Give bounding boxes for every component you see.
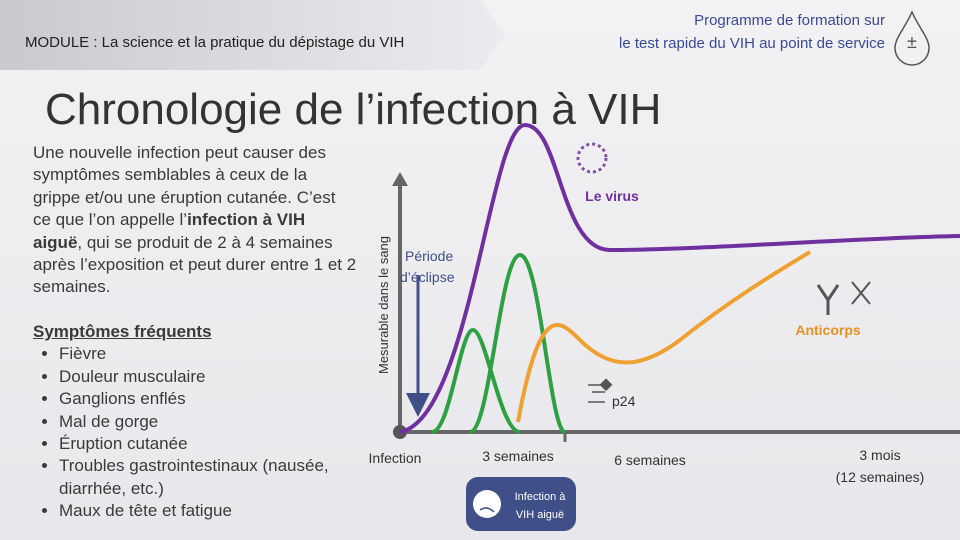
time-label: Infection	[369, 450, 422, 466]
drop-icon	[894, 10, 930, 66]
antibody-icon	[816, 284, 840, 315]
face-icon	[473, 490, 501, 518]
header-arrow	[0, 0, 505, 70]
title: Chronologie de l’infection à VIH	[45, 85, 661, 134]
p24-curve	[431, 327, 521, 434]
drop-symbol: ±	[907, 32, 917, 52]
acute-box	[466, 477, 576, 531]
intro-text: Une nouvelle infection peut causer des s…	[33, 143, 336, 230]
program: Programme de formation sur	[694, 12, 885, 29]
acute-label: VIH aiguë	[516, 509, 564, 521]
symptom: Mal de gorge	[59, 411, 333, 433]
symptom: Douleur musculaire	[59, 366, 333, 388]
virus-icon	[576, 142, 608, 174]
virus-label: Le virus	[585, 188, 639, 204]
symptoms: Symptômes fréquents FièvreDouleur muscul…	[33, 321, 333, 523]
time-label: 6 semaines	[614, 452, 686, 468]
symptom-list: FièvreDouleur musculaireGanglions enflés…	[33, 343, 333, 522]
symptom: Fièvre	[59, 343, 333, 365]
symptom: Éruption cutanée	[59, 433, 333, 455]
p24-icon	[599, 378, 613, 392]
time-label: (12 semaines)	[836, 469, 925, 485]
face-mouth	[479, 507, 495, 513]
intro-bold: infection à VIH aiguë	[33, 210, 306, 252]
eclipse-label: d’éclipse	[400, 269, 455, 285]
virus-curve	[399, 122, 960, 434]
p24-curve	[469, 252, 567, 434]
intro: Une nouvelle infection peut causer des s…	[33, 142, 358, 299]
eclipse-label: Période	[405, 248, 453, 264]
module: MODULE : La science et la pratique du dé…	[25, 34, 404, 51]
antibody-curve	[516, 250, 812, 423]
antibody-label: Anticorps	[795, 322, 861, 338]
p24-icon	[588, 384, 605, 403]
symptom: Ganglions enflés	[59, 388, 333, 410]
symptom: Troubles gastrointestinaux (nausée, diar…	[59, 455, 333, 500]
y-axis-label: Mesurable dans le sang	[376, 236, 391, 374]
intro-text: , qui se produit de 2 à 4 semaines après…	[33, 232, 357, 297]
antibody-icon	[851, 281, 871, 305]
time-label: 3 semaines	[482, 448, 554, 464]
program: le test rapide du VIH au point de servic…	[619, 35, 885, 52]
p24-label: p24	[612, 393, 636, 409]
y-axis-arrow	[392, 172, 408, 186]
time-label: 3 mois	[859, 447, 900, 463]
symptom: Maux de tête et fatigue	[59, 500, 333, 522]
acute-label: Infection à	[515, 491, 567, 503]
symptoms-heading: Symptômes fréquents	[33, 322, 212, 341]
